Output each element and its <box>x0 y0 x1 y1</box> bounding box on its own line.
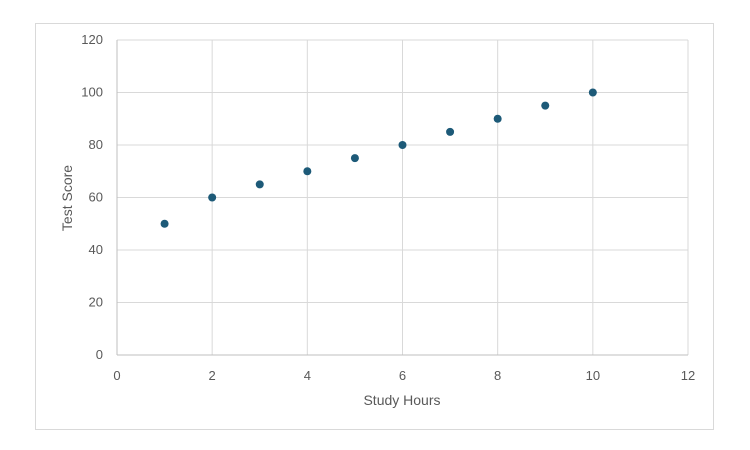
data-points <box>160 88 597 228</box>
x-tick-label: 6 <box>399 368 406 383</box>
grid-lines <box>117 39 689 355</box>
data-point <box>160 219 169 228</box>
y-tick-label: 0 <box>96 347 103 362</box>
x-tick-label: 4 <box>304 368 311 383</box>
x-tick-label: 2 <box>209 368 216 383</box>
data-point <box>350 154 359 163</box>
x-tick-label: 0 <box>113 368 120 383</box>
y-tick-label: 120 <box>81 32 103 47</box>
y-axis-title: Test Score <box>59 165 75 231</box>
axes <box>116 40 688 356</box>
chart-area <box>35 23 714 430</box>
data-point <box>588 88 597 97</box>
x-axis-title: Study Hours <box>363 392 440 408</box>
x-tick-label: 12 <box>681 368 695 383</box>
y-tick-label: 100 <box>81 85 103 100</box>
data-point <box>493 114 502 123</box>
data-point <box>303 167 312 176</box>
y-tick-labels: 0 20 40 60 80 100 120 <box>81 32 103 362</box>
x-tick-labels: 0 2 4 6 8 10 12 <box>113 368 695 383</box>
y-tick-label: 40 <box>89 242 103 257</box>
data-point <box>255 180 264 189</box>
x-tick-label: 10 <box>586 368 600 383</box>
data-point <box>446 127 455 136</box>
data-point <box>208 193 217 202</box>
y-tick-label: 20 <box>89 295 103 310</box>
y-tick-label: 80 <box>89 137 103 152</box>
x-tick-label: 8 <box>494 368 501 383</box>
data-point <box>541 101 550 110</box>
y-tick-label: 60 <box>89 190 103 205</box>
data-point <box>398 141 407 149</box>
